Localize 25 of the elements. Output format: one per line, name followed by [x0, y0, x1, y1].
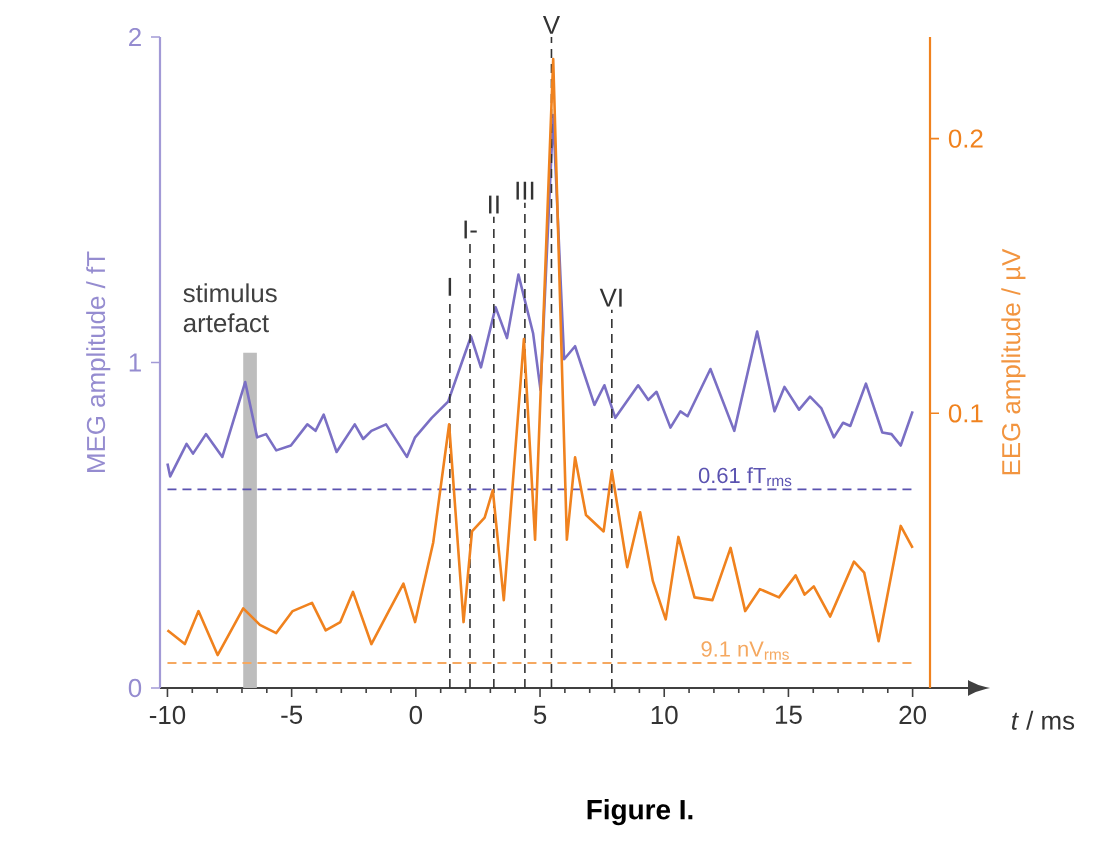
y-tick-label: 1: [129, 353, 141, 372]
x-tick-label: 10: [651, 705, 678, 725]
band-label: stimulus artefact: [183, 283, 277, 333]
x-axis-title: t / ms: [1012, 710, 1075, 730]
y-tick-label: 0: [128, 678, 142, 698]
ref-line-label: 9.1 nV$_{rms}$: [701, 641, 789, 660]
ref-line-label: II: [489, 195, 499, 214]
x-tick-label: 15: [775, 705, 802, 724]
y-axis-title: MEG amplitude / fT: [86, 251, 111, 472]
ref-line-label: III: [516, 181, 534, 200]
x-tick-label: 20: [899, 705, 927, 725]
y2-axis-title: EEG amplitude / µV: [1001, 248, 1026, 475]
x-tick-label: -5: [281, 705, 303, 724]
ref-line-label: I-: [464, 220, 477, 239]
x-tick-label: -10: [149, 705, 186, 725]
ref-line-label: I: [448, 277, 452, 296]
y2-tick-label: 0.2: [948, 129, 983, 148]
ref-line-label: V: [542, 15, 560, 34]
y-tick-label: 2: [129, 27, 141, 47]
y2-tick-label: 0.1: [948, 404, 983, 423]
ref-line-label: 0.61 fT$_{rms}$: [698, 467, 792, 487]
x-tick-label: 0: [409, 705, 423, 725]
ref-line-label: VI: [599, 288, 622, 307]
text: Figure I.: [587, 799, 693, 826]
x-tick-label: 5: [533, 705, 547, 724]
